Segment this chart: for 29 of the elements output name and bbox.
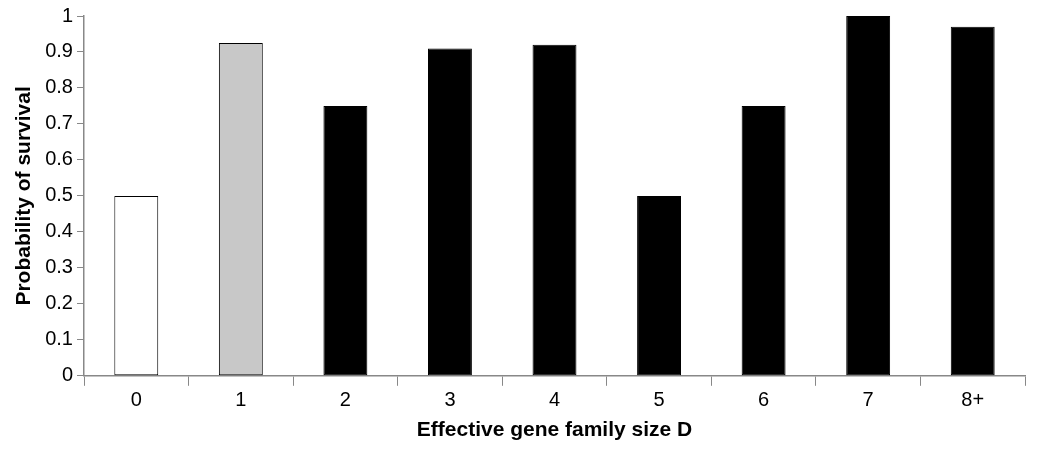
y-tick-label: 0.5	[45, 183, 73, 206]
y-tick-label: 0.2	[45, 291, 73, 314]
bar	[323, 105, 368, 376]
y-tick-label: 0	[61, 363, 73, 386]
x-tick-label: 2	[339, 388, 351, 411]
y-tick-label: 1	[61, 3, 73, 26]
y-tick-label: 0.8	[45, 75, 73, 98]
bar	[427, 48, 472, 376]
x-tick-label: 4	[548, 388, 561, 411]
x-axis-title: Effective gene family size D	[416, 417, 693, 441]
x-tick-label: 3	[444, 388, 456, 411]
y-axis-title: Probability of survival	[11, 86, 35, 306]
x-tick-label: 7	[862, 388, 874, 411]
y-tick-label: 0.4	[45, 219, 73, 242]
y-tick-label: 0.1	[45, 327, 73, 350]
bar	[532, 44, 577, 376]
bar	[741, 105, 786, 376]
y-tick-label: 0.9	[45, 39, 73, 62]
y-tick-label: 0.3	[45, 255, 73, 278]
x-tick-label: 1	[235, 388, 247, 411]
y-tick-label: 0.6	[45, 147, 73, 170]
x-tick-label: 8+	[961, 388, 985, 411]
bar	[846, 16, 891, 376]
x-tick-label: 0	[130, 388, 142, 411]
y-tick-label: 0.7	[45, 111, 73, 134]
bar	[637, 195, 682, 376]
x-tick-label: 6	[758, 388, 770, 411]
x-tick-label: 5	[653, 388, 665, 411]
bar	[950, 26, 995, 376]
